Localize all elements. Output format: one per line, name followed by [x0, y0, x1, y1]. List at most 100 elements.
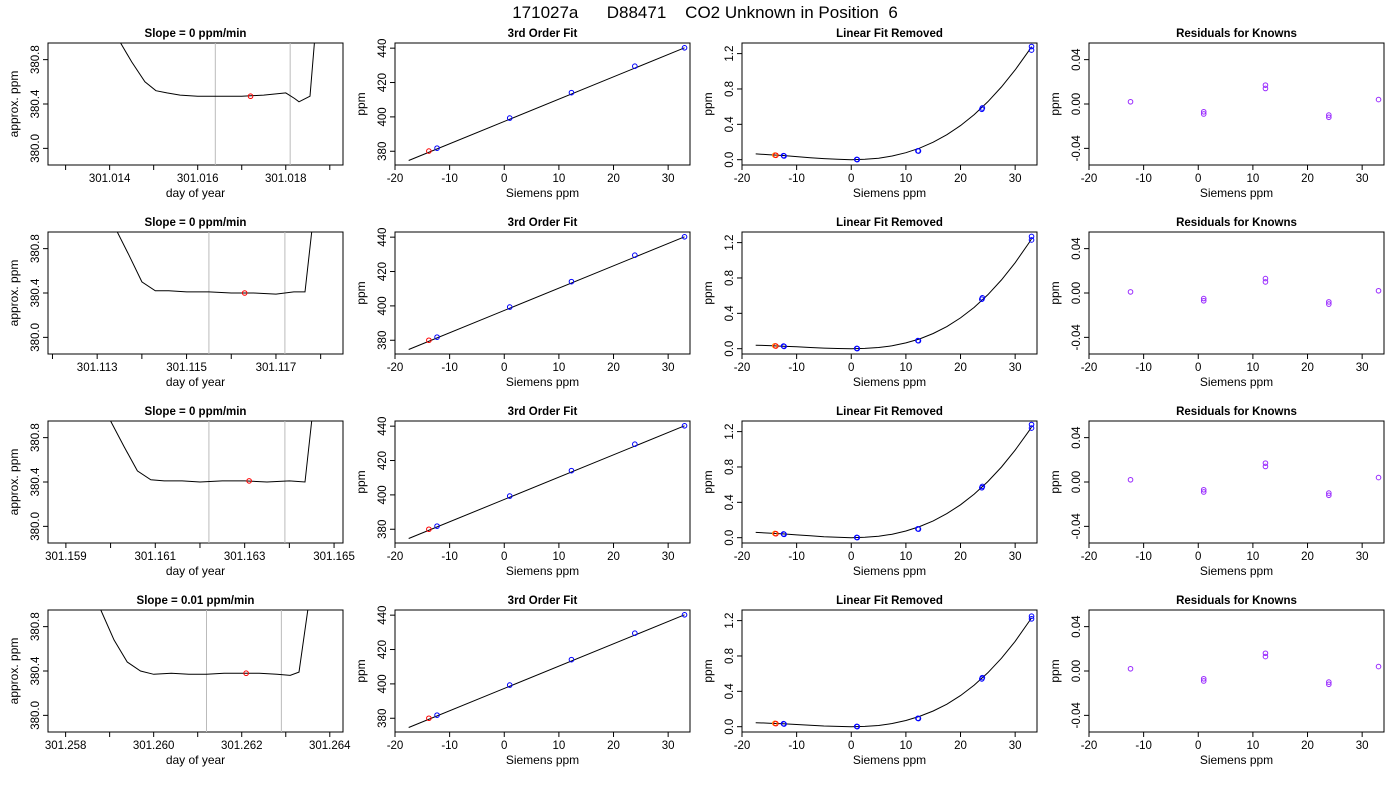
fit-curve: [408, 47, 685, 161]
y-tick-label: 1.2: [724, 613, 736, 629]
x-axis-label: day of year: [166, 186, 225, 200]
plot-frame: [47, 42, 344, 166]
chart-fit-row4: 3rd Order Fit Siemens ppm ppm -20 -10 0 10 20 30…: [354, 595, 691, 767]
y-tick-label: 380: [377, 520, 389, 539]
x-tick-label: -20: [387, 740, 404, 752]
known-point: [781, 721, 787, 727]
plot-data: [1127, 650, 1382, 688]
y-tick-label: 400: [377, 674, 389, 693]
known-point: [915, 715, 922, 722]
plot-frame: [741, 231, 1038, 355]
residual-point: [1262, 463, 1269, 470]
known-point: [979, 483, 986, 490]
chart-time-series-row1: Slope = 0 ppm/min day of year approx. ppm 3…: [7, 28, 344, 200]
known-point: [854, 345, 861, 352]
residual-point: [1127, 665, 1134, 672]
x-tick-label: 30: [662, 173, 675, 185]
unknown-point: [773, 720, 779, 727]
x-tick-label: 0: [848, 173, 854, 185]
y-axis-label: ppm: [1048, 659, 1062, 682]
y-tick-label: 400: [377, 107, 389, 126]
unknown-point: [426, 526, 432, 533]
plot-frame: [394, 42, 691, 166]
x-axis-label: Siemens ppm: [853, 375, 926, 389]
y-tick-label: 0.00: [1071, 471, 1083, 493]
y-tick-label: 380.8: [30, 45, 42, 74]
chart-fit-row1: 3rd Order Fit Siemens ppm ppm -20 -10 0 10 20 30…: [354, 28, 691, 200]
x-tick-label: 0: [1195, 551, 1201, 563]
x-tick-label: 0: [1195, 173, 1201, 185]
plot-data: [408, 612, 688, 728]
known-point: [915, 337, 922, 344]
x-axis-label: Siemens ppm: [1200, 564, 1273, 578]
x-axis-label: day of year: [166, 753, 225, 767]
x-tick-label: 30: [1009, 173, 1022, 185]
known-point: [632, 630, 638, 636]
x-axis-label: Siemens ppm: [506, 186, 579, 200]
residual-point: [1375, 287, 1382, 294]
x-tick-label: 20: [1301, 551, 1314, 563]
chart-title: 3rd Order Fit: [508, 217, 578, 229]
series-line: [100, 610, 309, 676]
residual-point: [1262, 653, 1269, 660]
known-point: [1028, 237, 1035, 243]
known-point: [681, 423, 688, 429]
x-tick-label: 301.161: [134, 551, 176, 563]
x-tick-label: 10: [552, 740, 565, 752]
x-tick-label: 0: [1195, 362, 1201, 374]
y-tick-label: 0.04: [1071, 615, 1083, 638]
x-tick-label: -10: [441, 362, 458, 374]
y-tick-label: 400: [377, 485, 389, 504]
y-axis-label: ppm: [354, 92, 368, 115]
y-axis-label: approx. ppm: [7, 260, 21, 327]
y-tick-label: 440: [377, 417, 389, 436]
x-tick-label: 30: [662, 740, 675, 752]
plot-data: [755, 421, 1035, 541]
y-tick-label: 0.0: [724, 719, 736, 735]
residual-point: [1262, 82, 1269, 88]
y-tick-label: 380.4: [30, 656, 42, 685]
plot-data: [110, 421, 313, 543]
plot-frame: [394, 231, 691, 355]
known-point: [1028, 425, 1035, 431]
y-axis-label: ppm: [1048, 92, 1062, 115]
y-tick-label: 0.8: [724, 459, 736, 475]
x-tick-label: 10: [899, 551, 912, 563]
residual-point: [1326, 681, 1332, 688]
x-axis-label: Siemens ppm: [1200, 753, 1273, 767]
chart-residuals-row3: Residuals for Knowns Siemens ppm ppm -20 -10…: [1048, 406, 1385, 578]
x-tick-label: -20: [734, 362, 751, 374]
plot-data: [755, 43, 1035, 163]
known-point: [506, 115, 513, 121]
chart-residuals-row4: Residuals for Knowns Siemens ppm ppm -20 -10…: [1048, 595, 1385, 767]
x-axis-label: Siemens ppm: [853, 186, 926, 200]
y-tick-label: 380.8: [30, 234, 42, 263]
y-tick-label: 0.8: [724, 648, 736, 664]
residual-point: [1262, 275, 1269, 282]
residual-point: [1326, 490, 1332, 496]
chart-title: Residuals for Knowns: [1176, 28, 1297, 40]
chart-title: Residuals for Knowns: [1176, 406, 1297, 418]
unknown-point: [773, 530, 779, 537]
x-tick-label: 10: [899, 740, 912, 752]
residual-point: [1326, 112, 1332, 118]
plot-data: [1127, 82, 1382, 121]
y-axis-label: ppm: [1048, 281, 1062, 304]
y-tick-label: 380.4: [30, 467, 42, 496]
known-point: [781, 153, 787, 159]
x-tick-label: 301.165: [313, 551, 355, 563]
y-tick-label: 440: [377, 228, 389, 247]
known-point: [1028, 47, 1035, 53]
x-tick-label: 30: [1356, 740, 1369, 752]
unknown-mean-point: [247, 93, 254, 100]
x-tick-label: -20: [1081, 173, 1098, 185]
x-tick-label: -20: [734, 551, 751, 563]
unknown-point: [426, 148, 432, 154]
x-tick-label: 10: [1246, 551, 1259, 563]
y-tick-label: 0.4: [724, 116, 736, 133]
x-tick-label: 0: [501, 740, 507, 752]
x-tick-label: 10: [899, 362, 912, 374]
x-tick-label: 20: [1301, 173, 1314, 185]
plot-frame: [741, 420, 1038, 544]
x-tick-label: 301.260: [133, 740, 175, 752]
